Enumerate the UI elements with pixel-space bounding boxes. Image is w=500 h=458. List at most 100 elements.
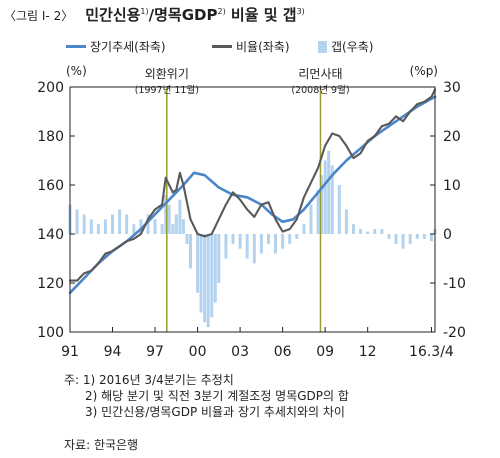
- gap-bar: [281, 234, 285, 249]
- gap-bar: [238, 234, 242, 249]
- gap-bar: [217, 234, 221, 283]
- gap-bar: [224, 234, 228, 259]
- gap-bar: [146, 214, 150, 234]
- gap-bar: [206, 234, 210, 328]
- left-axis-unit: (%): [66, 64, 87, 78]
- gap-bar: [359, 229, 363, 234]
- gap-bar: [373, 229, 377, 234]
- plot-frame: [69, 86, 436, 333]
- title-part-gdp: /명목GDP: [148, 6, 218, 24]
- chart-plot: 외환위기(1997년 11월)리먼사태(2008년 9월)10012014016…: [37, 64, 466, 360]
- gap-bar: [174, 214, 178, 234]
- gap-bar: [153, 219, 157, 234]
- gap-bar: [394, 234, 398, 244]
- gap-bar: [125, 214, 129, 234]
- gap-bar: [103, 219, 107, 234]
- title-footnote-1: 1): [140, 7, 149, 16]
- right-axis-label: 0: [443, 227, 452, 243]
- gap-bar: [408, 234, 412, 244]
- gap-bar: [167, 204, 171, 234]
- event-date-1: (1997년 11월): [135, 84, 199, 96]
- gap-bar: [75, 209, 79, 234]
- right-axis-label: 30: [443, 80, 461, 96]
- gap-bar: [267, 234, 270, 244]
- chart-title: 〈그림 Ⅰ- 2〉 민간신용1)/명목GDP2) 비율 및 갭3): [4, 4, 305, 28]
- figure-title: 민간신용1)/명목GDP2) 비율 및 갭3): [85, 4, 305, 25]
- gap-bar: [196, 234, 200, 293]
- gap-bar: [401, 234, 405, 249]
- gap-bar: [181, 219, 185, 234]
- gap-bar: [288, 234, 292, 244]
- left-axis-label: 140: [37, 227, 64, 243]
- x-axis-label: 06: [274, 344, 292, 360]
- gap-bar: [111, 214, 114, 234]
- gap-bar: [164, 194, 168, 234]
- legend-item-trend: 장기추세(좌축): [66, 38, 166, 55]
- gap-bar: [323, 160, 327, 234]
- title-part-credit: 민간신용: [85, 6, 141, 24]
- ratio-line: [68, 88, 437, 282]
- gap-bar: [178, 199, 182, 234]
- chart-legend: 장기추세(좌축) 비율(좌축) 갭(우축): [0, 36, 500, 56]
- gap-bar: [274, 234, 277, 254]
- legend-swatch-gap: [318, 40, 327, 53]
- gap-bar: [422, 234, 426, 239]
- left-axis-label: 160: [37, 178, 64, 194]
- gap-bar: [337, 185, 341, 234]
- gap-bar: [320, 175, 324, 234]
- right-axis-label: -10: [443, 276, 466, 292]
- gap-bar: [330, 165, 334, 234]
- gap-bar: [245, 234, 249, 259]
- x-axis-label: 12: [359, 344, 377, 360]
- event-date-2: (2008년 9월): [291, 84, 349, 96]
- gap-bar: [366, 231, 370, 234]
- gap-bar: [189, 234, 192, 269]
- x-axis-label: 00: [189, 344, 207, 360]
- gap-bar: [309, 204, 313, 234]
- gap-bar: [132, 224, 136, 234]
- legend-label-gap: 갭(우축): [331, 40, 374, 54]
- legend-swatch-trend: [66, 45, 86, 48]
- left-axis-label: 100: [37, 325, 64, 341]
- x-axis-label: 16.3/4: [409, 344, 454, 360]
- legend-item-ratio: 비율(좌축): [212, 38, 290, 55]
- title-footnote-3: 3): [296, 7, 305, 16]
- source-note: 자료: 한국은행: [64, 438, 139, 452]
- title-footnote-2: 2): [217, 7, 226, 16]
- footnote-1: 주: 1) 2016년 3/4분기는 추정치: [64, 373, 234, 387]
- title-part-gap: 비율 및 갭: [225, 6, 297, 24]
- left-axis-label: 120: [37, 276, 64, 292]
- trend-line: [68, 95, 437, 295]
- figure-number: 〈그림 Ⅰ- 2〉: [4, 9, 74, 23]
- gap-bar: [139, 219, 143, 234]
- gap-bar: [213, 234, 217, 303]
- gap-bar: [231, 234, 235, 244]
- gap-bar: [160, 224, 164, 234]
- footnotes: 주: 1) 2016년 3/4분기는 추정치 2) 해당 분기 및 직전 3분기…: [64, 372, 349, 420]
- gap-bar: [344, 209, 348, 234]
- gap-bar: [316, 189, 320, 234]
- right-axis-label: 20: [443, 129, 461, 145]
- gap-bar: [252, 234, 256, 264]
- gap-bar: [430, 234, 433, 242]
- x-axis-label: 09: [316, 344, 334, 360]
- gap-bar: [327, 150, 331, 234]
- gap-bar: [210, 234, 214, 318]
- right-axis-unit: (%p): [410, 64, 438, 78]
- gap-bar: [185, 234, 189, 244]
- left-axis-label: 200: [37, 80, 64, 96]
- gap-bar: [89, 219, 93, 234]
- right-axis-label: 10: [443, 178, 461, 194]
- x-axis-label: 94: [104, 344, 122, 360]
- footnote-2: 2) 해당 분기 및 직전 3분기 계절조정 명목GDP의 합: [85, 389, 349, 403]
- gap-bar: [203, 234, 207, 323]
- gap-bar: [295, 234, 299, 239]
- x-axis-label: 03: [231, 344, 249, 360]
- gap-bar: [171, 224, 175, 234]
- gap-bar: [387, 234, 391, 239]
- x-axis-label: 97: [146, 344, 164, 360]
- legend-label-trend: 장기추세(좌축): [90, 40, 166, 54]
- event-label-1: 외환위기: [145, 67, 189, 81]
- gap-bar: [96, 224, 100, 234]
- gap-bar: [380, 229, 384, 234]
